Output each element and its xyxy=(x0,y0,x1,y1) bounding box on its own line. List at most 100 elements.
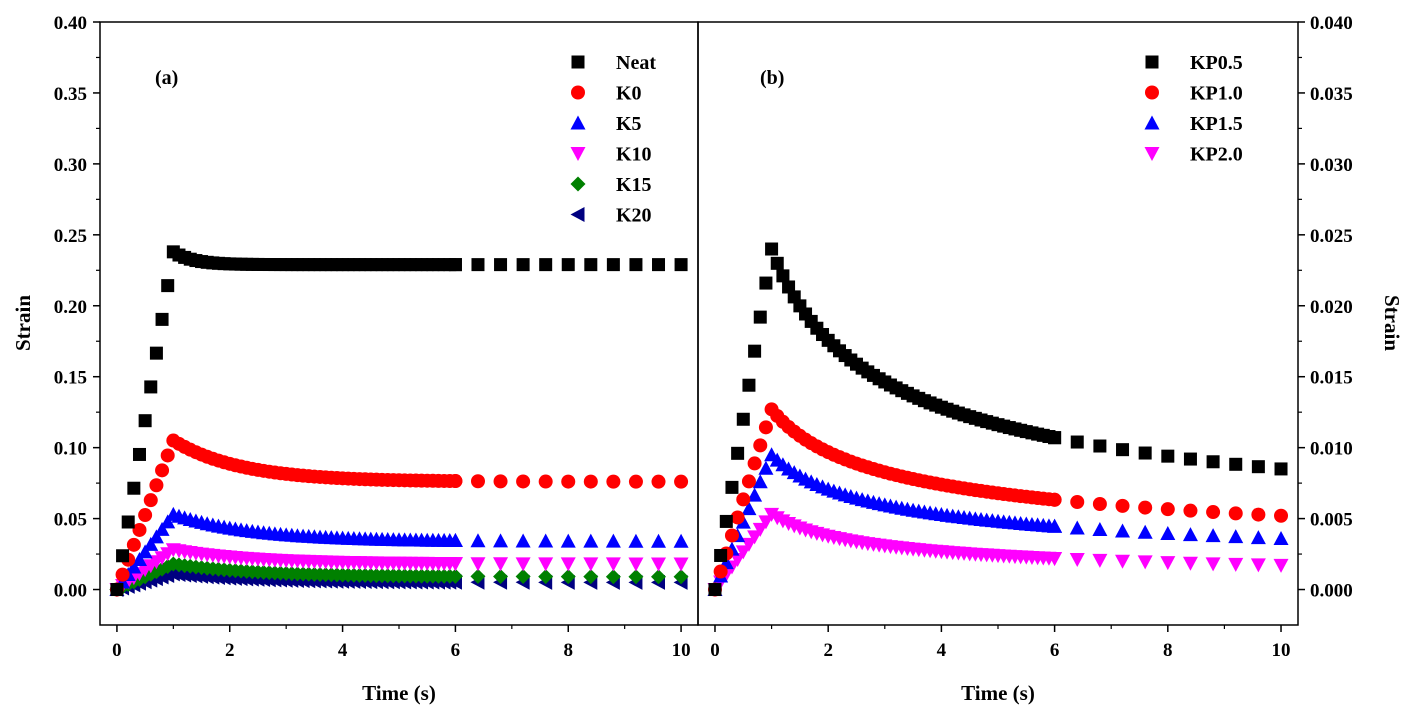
data-point-K0 xyxy=(126,537,141,552)
legend-label-KP1.5: KP1.5 xyxy=(1190,113,1243,135)
legend-marker-KP2.0 xyxy=(1144,147,1160,161)
data-point-K0 xyxy=(561,474,576,489)
data-point-KP1.5 xyxy=(752,474,768,489)
data-point-K0 xyxy=(538,474,553,489)
data-point-KP0.5 xyxy=(725,480,739,494)
data-point-KP1.0 xyxy=(1160,502,1175,517)
data-point-KP1.5 xyxy=(1205,528,1221,543)
panel-b-x-axis-label: Time (s) xyxy=(961,681,1035,705)
data-point-KP2.0 xyxy=(1069,553,1085,568)
legend-label-KP2.0: KP2.0 xyxy=(1190,144,1243,166)
data-point-Neat xyxy=(471,258,485,272)
legend-label-K15: K15 xyxy=(616,174,652,196)
data-point-KP1.0 xyxy=(724,528,739,543)
data-point-KP1.0 xyxy=(1070,494,1085,509)
data-point-KP1.5 xyxy=(758,460,774,475)
data-point-K5 xyxy=(143,536,159,551)
panel-a-y-tick-label: 0.05 xyxy=(54,510,87,531)
panel-b-y-tick-label: 0.030 xyxy=(1310,155,1353,176)
data-point-KP1.0 xyxy=(753,438,768,453)
data-point-KP1.0 xyxy=(1251,507,1266,522)
legend-marker-KP1.5 xyxy=(1144,115,1160,130)
panel-b-y-tick-label: 0.035 xyxy=(1310,84,1353,105)
data-point-KP1.5 xyxy=(1047,518,1063,533)
data-point-KP1.5 xyxy=(1160,525,1176,540)
data-point-K10 xyxy=(493,557,509,572)
data-point-K0 xyxy=(115,567,130,582)
data-point-K15 xyxy=(651,569,667,585)
data-point-Neat xyxy=(561,258,575,272)
data-point-KP2.0 xyxy=(758,515,774,530)
data-point-KP1.0 xyxy=(1092,497,1107,512)
data-point-KP1.5 xyxy=(1069,520,1085,535)
data-point-KP0.5 xyxy=(753,310,767,324)
data-point-K5 xyxy=(515,533,531,548)
data-point-K5 xyxy=(160,514,176,529)
series-K10 xyxy=(109,543,689,598)
data-point-K5 xyxy=(470,533,486,548)
data-point-KP0.5 xyxy=(770,256,784,270)
legend-marker-KP1.0 xyxy=(1145,85,1159,100)
data-point-Neat xyxy=(584,258,598,272)
data-point-KP2.0 xyxy=(1228,557,1244,572)
legend-marker-K5 xyxy=(570,115,586,130)
data-point-Neat xyxy=(674,258,688,272)
panel-a-y-tick-label: 0.30 xyxy=(54,155,87,176)
data-point-K10 xyxy=(470,557,486,572)
data-point-Neat xyxy=(161,279,175,293)
panel-a-y-tick-label: 0.10 xyxy=(54,439,87,460)
legend-label-K10: K10 xyxy=(616,144,652,166)
data-point-KP1.5 xyxy=(1228,529,1244,544)
legend-marker-Neat xyxy=(571,55,585,69)
data-point-Neat xyxy=(629,258,643,272)
data-point-K0 xyxy=(470,474,485,489)
data-point-KP0.5 xyxy=(759,276,773,290)
data-point-KP1.0 xyxy=(1183,503,1198,518)
legend-marker-K10 xyxy=(570,147,586,161)
panel-b-y-tick-label: 0.005 xyxy=(1310,510,1353,531)
panel-a-x-tick-label: 0 xyxy=(112,640,122,661)
data-point-Neat xyxy=(138,414,152,428)
data-point-K15 xyxy=(560,569,576,585)
panel-b-y-tick-label: 0.025 xyxy=(1310,226,1353,247)
data-point-KP1.5 xyxy=(741,501,757,516)
data-point-KP1.5 xyxy=(747,487,763,502)
data-point-KP1.0 xyxy=(736,492,751,507)
legend-marker-KP0.5 xyxy=(1145,55,1159,69)
data-point-K5 xyxy=(154,521,170,536)
data-point-Neat xyxy=(516,258,530,272)
data-point-K0 xyxy=(674,474,689,489)
series-KP1.0 xyxy=(707,402,1289,597)
data-point-KP2.0 xyxy=(747,530,763,545)
data-point-K5 xyxy=(673,533,689,548)
panel-a-x-tick-label: 10 xyxy=(672,640,691,661)
legend-label-Neat: Neat xyxy=(616,52,656,74)
panel-b-ticks: 0 2 4 6 8 10 0.000 0.005 0.010 0.015 0.020 0.025 0.0… xyxy=(710,13,1353,661)
panel-a-y-tick-label: 0.20 xyxy=(54,297,87,318)
data-point-K15 xyxy=(605,569,621,585)
data-point-KP2.0 xyxy=(1182,556,1198,571)
data-point-KP1.5 xyxy=(1115,523,1131,538)
series-Neat xyxy=(110,245,688,597)
data-point-KP0.5 xyxy=(1116,443,1130,457)
data-point-KP0.5 xyxy=(736,412,750,426)
data-point-KP2.0 xyxy=(1273,558,1289,573)
data-point-K10 xyxy=(447,557,463,572)
panel-b-label: (b) xyxy=(760,67,784,89)
data-point-K10 xyxy=(651,557,667,572)
data-point-KP2.0 xyxy=(741,537,757,552)
data-point-KP1.0 xyxy=(1274,508,1289,523)
data-point-K0 xyxy=(160,448,175,463)
data-point-Neat xyxy=(132,447,146,461)
data-point-K5 xyxy=(493,533,509,548)
data-point-KP1.0 xyxy=(1047,492,1062,507)
panel-b-x-tick-label: 2 xyxy=(823,640,833,661)
data-point-KP0.5 xyxy=(1251,460,1265,474)
data-point-KP0.5 xyxy=(1138,446,1152,460)
panel-a-x-tick-label: 6 xyxy=(451,640,461,661)
data-point-Neat xyxy=(494,258,508,272)
data-point-KP2.0 xyxy=(1250,558,1266,573)
data-point-K15 xyxy=(447,568,463,584)
legend-marker-K15 xyxy=(570,176,586,192)
data-point-K15 xyxy=(493,568,509,584)
